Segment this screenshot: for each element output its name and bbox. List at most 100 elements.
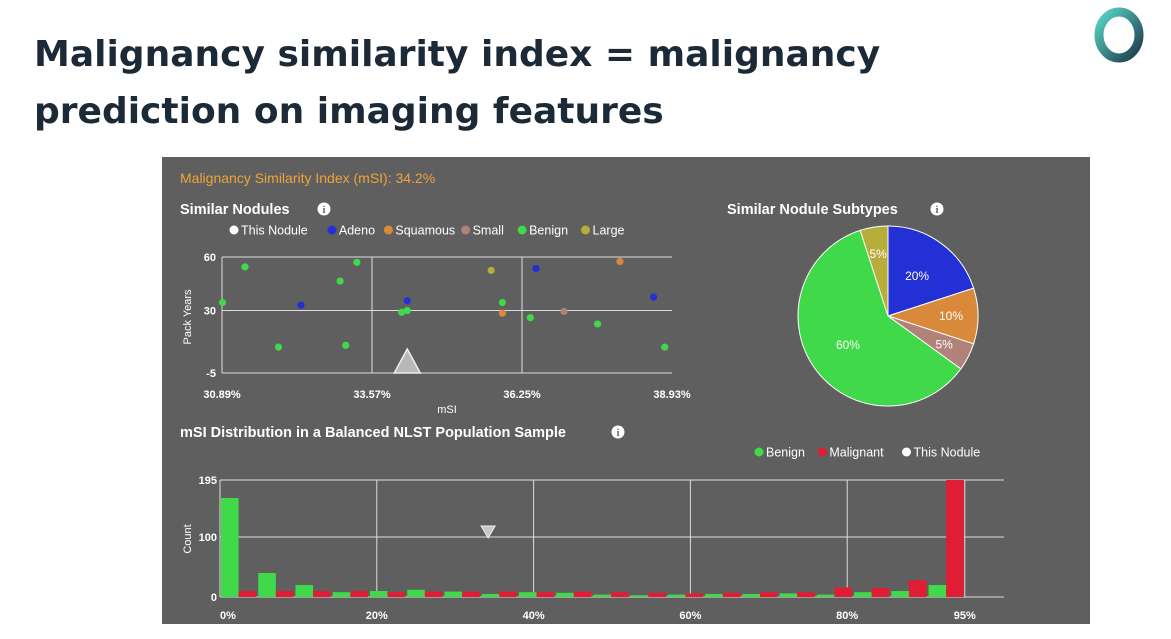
pie-slice-adeno xyxy=(887,225,975,317)
histogram-bar-benign xyxy=(481,594,500,597)
slide-title: Malignancy similarity index = malignancy… xyxy=(34,34,881,132)
histogram-bar-benign xyxy=(667,594,686,597)
histogram-bar-benign xyxy=(221,498,239,597)
scatter-point-large xyxy=(487,266,495,274)
scatter-ylabel: Pack Years xyxy=(182,289,194,345)
scatter-point-benign xyxy=(353,258,361,266)
legend-label-small: Small xyxy=(473,224,504,238)
pie-title: Similar Nodule Subtypes xyxy=(727,202,898,218)
histogram-bar-benign xyxy=(369,591,388,597)
histogram-bar-benign xyxy=(407,589,425,597)
this-nodule-histogram-marker xyxy=(480,525,496,539)
scatter-point-benign xyxy=(336,277,344,285)
scatter-y-tick: 60 xyxy=(204,252,216,264)
scatter-x-tick: 33.57% xyxy=(353,389,391,401)
histogram-info-icon[interactable]: i xyxy=(611,425,625,440)
dashboard-canvas: Malignancy Similarity Index (mSI): 34.2%… xyxy=(180,170,1004,622)
histogram-x-tick: 60% xyxy=(679,610,701,622)
svg-text:i: i xyxy=(323,205,326,216)
legend-label-benign: Benign xyxy=(529,224,568,238)
scatter-grid xyxy=(221,256,672,374)
histogram-bar-benign xyxy=(444,591,463,597)
scatter-point-benign xyxy=(661,343,669,351)
histogram-bar-malignant xyxy=(573,591,592,597)
histogram-bar-malignant xyxy=(834,587,853,597)
histogram-bar-malignant xyxy=(797,592,815,597)
histogram-bar-malignant xyxy=(722,592,741,597)
legend-label-this-nodule: This Nodule xyxy=(914,446,981,460)
scatter-points xyxy=(218,257,669,374)
pie-label-benign: 60% xyxy=(836,338,860,352)
pie-label-squamous: 10% xyxy=(939,309,963,323)
scatter-xlabel: mSI xyxy=(437,404,457,416)
histogram-bar-benign xyxy=(630,595,649,597)
scatter-point-benign xyxy=(593,320,602,328)
histogram-bar-malignant xyxy=(499,591,517,597)
scatter-point-adeno xyxy=(532,265,540,273)
legend-marker-squamous xyxy=(383,225,393,235)
histogram-bar-malignant xyxy=(908,580,927,597)
histogram-y-tick: 195 xyxy=(199,475,217,487)
legend-label-benign: Benign xyxy=(766,446,805,460)
histogram-bar-benign xyxy=(518,592,537,597)
histogram-bar-benign xyxy=(891,591,909,597)
histogram-legend: Benign Malignant This Nodule xyxy=(754,446,981,460)
legend-marker-benign xyxy=(517,225,527,235)
pie-info-icon[interactable]: i xyxy=(930,202,944,217)
pie-label-adeno: 20% xyxy=(905,269,929,283)
scatter-title: Similar Nodules xyxy=(180,202,290,218)
histogram-x-tick: 80% xyxy=(836,610,858,622)
histogram-bar-malignant xyxy=(871,588,890,597)
svg-text:i: i xyxy=(617,428,620,439)
scatter-point-adeno xyxy=(649,293,658,301)
similar-nodules-chart: Similar Nodules i This Nodule Adeno Squamo… xyxy=(180,202,691,416)
svg-text:i: i xyxy=(936,205,939,216)
histogram-bar-malignant xyxy=(946,480,964,597)
histogram-bar-malignant xyxy=(424,591,443,597)
pie-slices: 20% 10% 5% 60% 5% xyxy=(797,225,979,407)
legend-marker-this-nodule xyxy=(902,447,911,457)
histogram-bar-malignant xyxy=(611,592,629,597)
scatter-x-tick: 38.93% xyxy=(653,389,691,401)
pie-label-small: 5% xyxy=(935,338,953,352)
subtype-pie-chart: Similar Nodule Subtypes i 20% 10% 5% 60% 5% xyxy=(727,202,979,407)
histogram-x-tick: 20% xyxy=(366,610,388,622)
legend-label-squamous: Squamous xyxy=(395,224,455,238)
histogram-bar-benign xyxy=(854,592,872,597)
scatter-x-tick: 36.25% xyxy=(503,389,541,401)
legend-label-this-nodule: This Nodule xyxy=(241,224,308,238)
legend-label-malignant: Malignant xyxy=(829,446,884,460)
histogram-y-tick: 100 xyxy=(199,532,217,544)
msi-value-text: Malignancy Similarity Index (mSI): 34.2% xyxy=(180,170,435,186)
legend-marker-large xyxy=(581,225,590,235)
histogram-bar-benign xyxy=(742,594,760,597)
histogram-bar-malignant xyxy=(238,591,257,597)
histogram-bar-malignant xyxy=(313,591,331,597)
scatter-point-benign xyxy=(526,314,534,322)
msi-distribution-chart: mSI Distribution in a Balanced NLST Popu… xyxy=(180,425,1004,622)
scatter-point-benign xyxy=(398,308,406,316)
scatter-y-tick: 30 xyxy=(204,306,216,318)
legend-marker-small xyxy=(461,225,471,235)
histogram-tick-labels: 195 100 00% 20% 40% 60% 80% 95% xyxy=(199,475,976,622)
histogram-bars xyxy=(221,480,964,597)
pie-slice-benign xyxy=(797,229,962,407)
histogram-bar-malignant xyxy=(648,592,666,597)
histogram-x-tick: 95% xyxy=(954,610,976,622)
scatter-info-icon[interactable]: i xyxy=(317,202,331,217)
histogram-bar-malignant xyxy=(536,592,555,597)
histogram-x-tick: 40% xyxy=(523,610,545,622)
histogram-bar-benign xyxy=(258,573,276,597)
legend-marker-malignant xyxy=(817,447,827,457)
scatter-point-squamous xyxy=(616,257,624,266)
scatter-point-benign xyxy=(403,306,411,315)
histogram-ylabel: Count xyxy=(182,524,194,553)
pie-label-large: 5% xyxy=(869,247,887,261)
scatter-x-tick: 30.89% xyxy=(203,389,241,401)
legend-marker-adeno xyxy=(327,225,337,235)
histogram-title: mSI Distribution in a Balanced NLST Popu… xyxy=(180,425,566,441)
scatter-point-benign xyxy=(342,341,350,349)
histogram-bar-benign xyxy=(779,593,798,597)
legend-marker-benign xyxy=(754,447,764,457)
legend-label-large: Large xyxy=(593,224,625,238)
